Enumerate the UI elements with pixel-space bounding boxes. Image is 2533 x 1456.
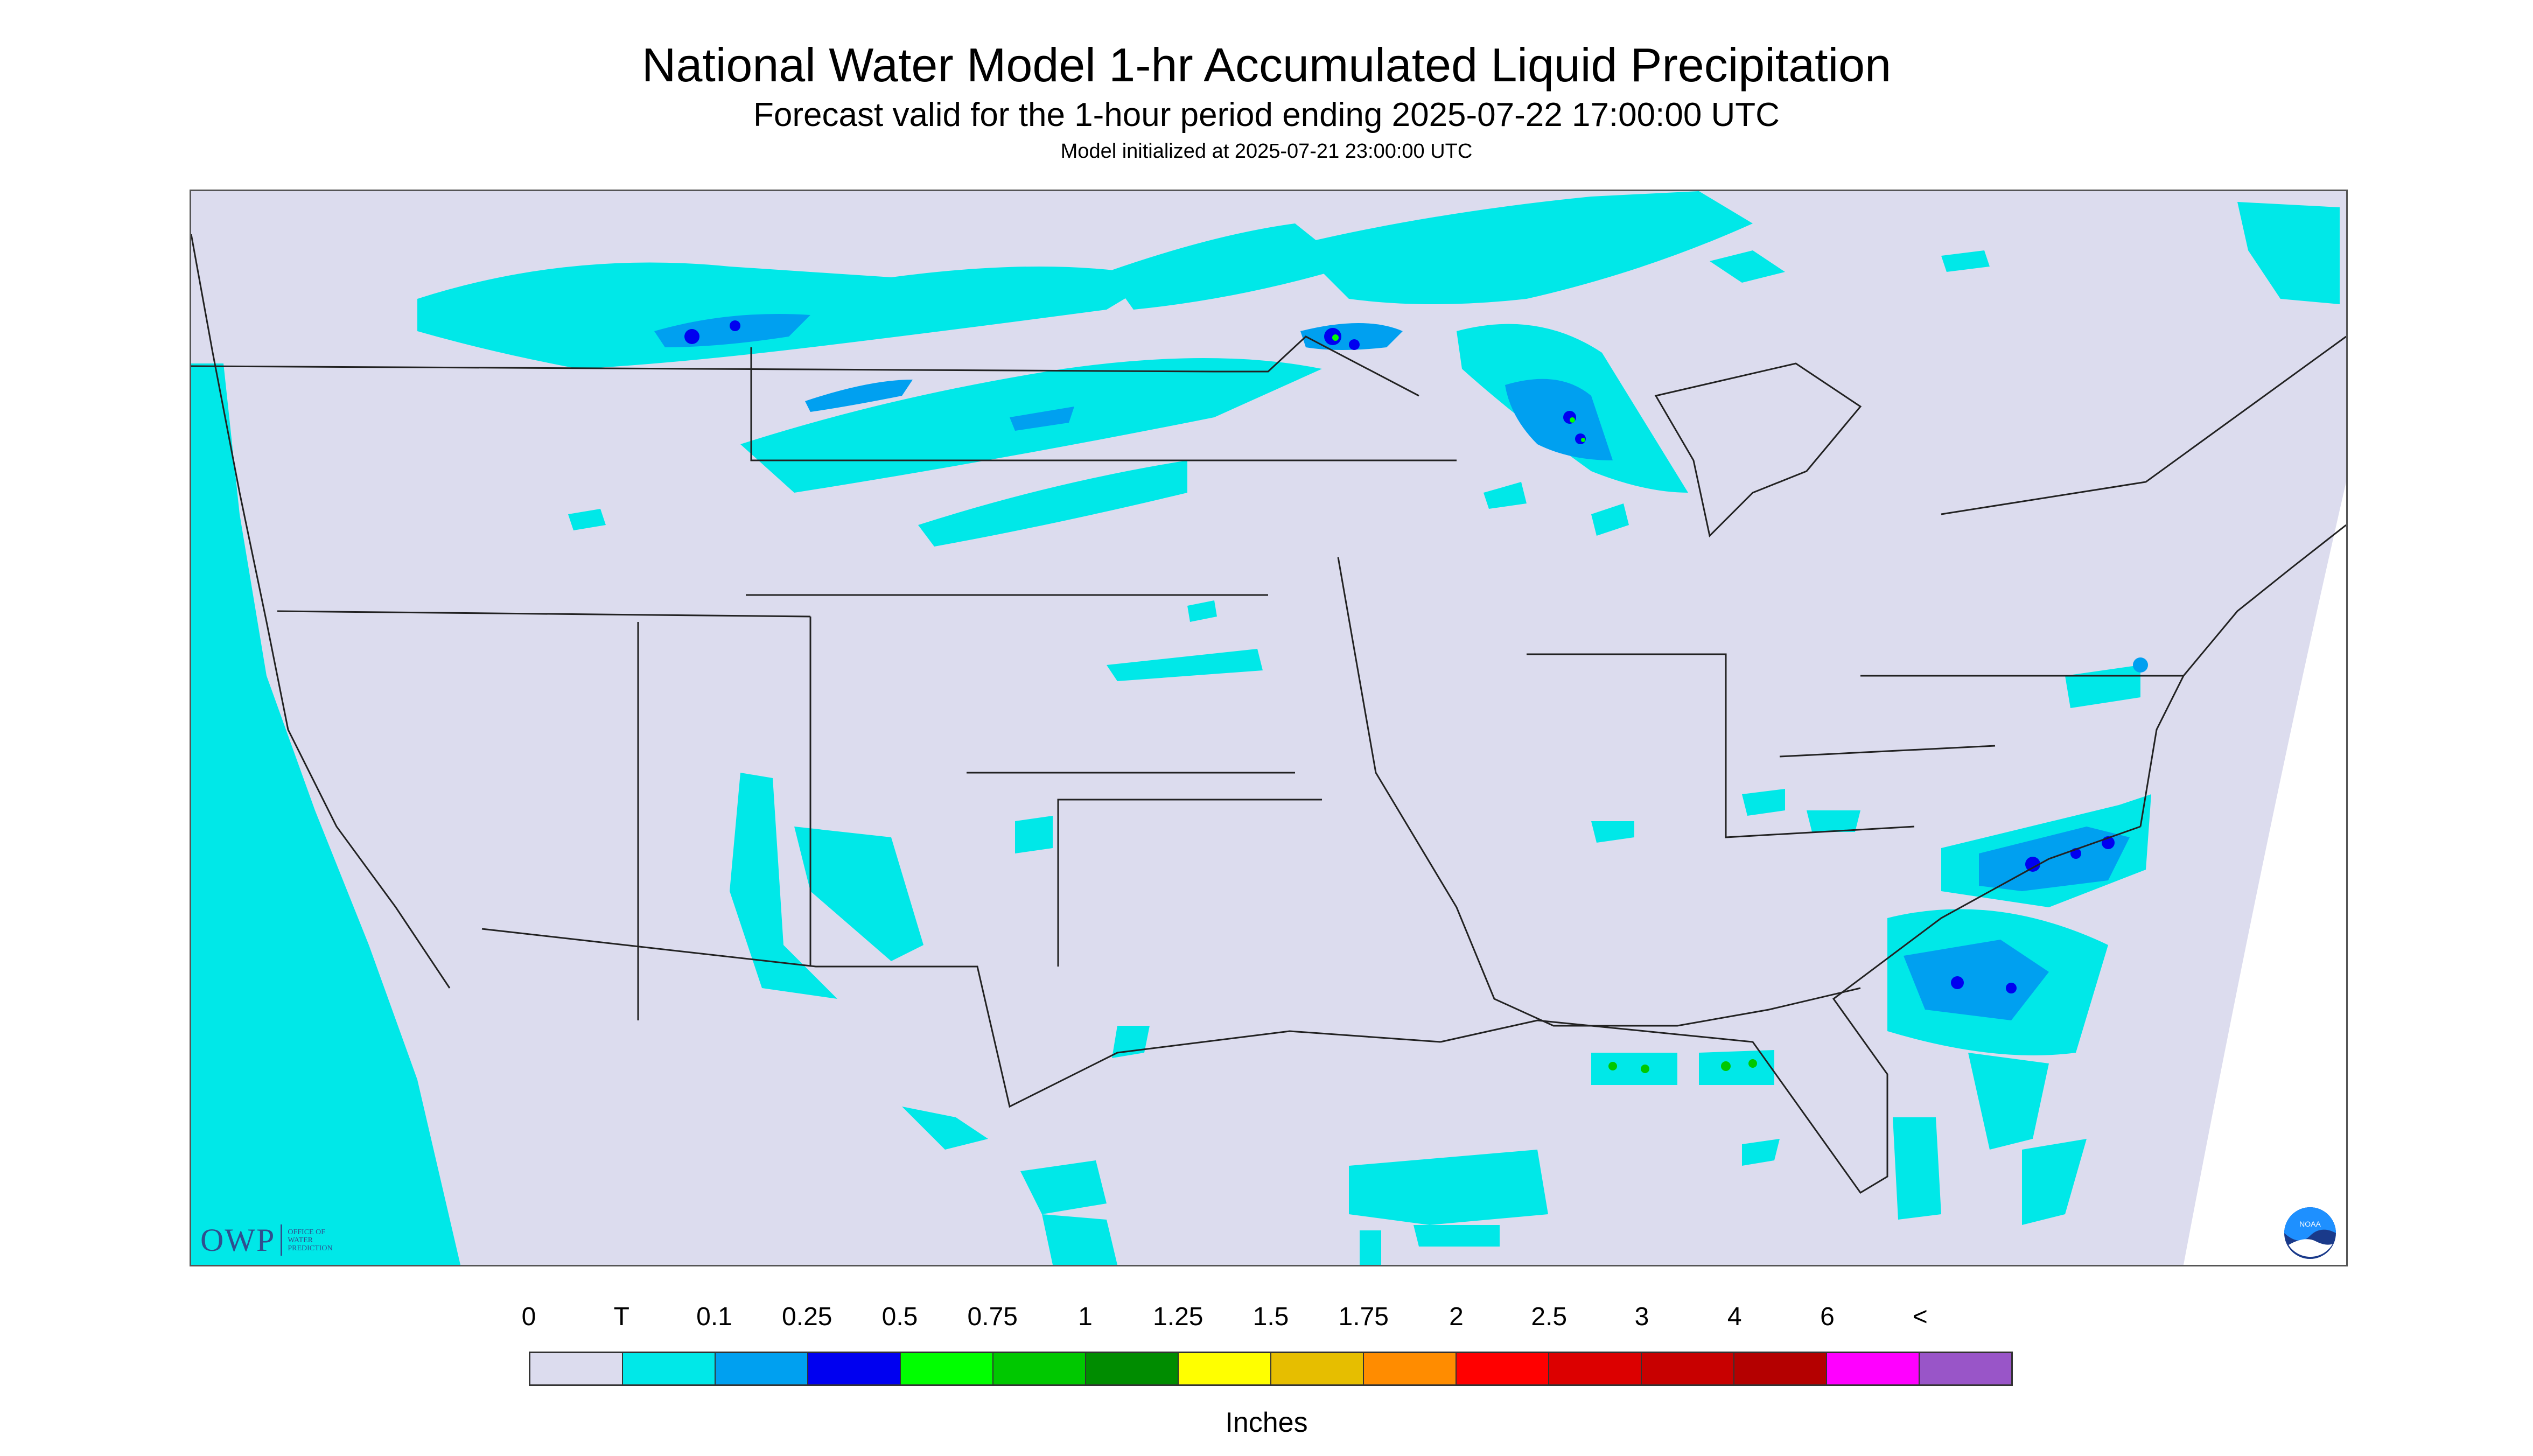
legend-label-1: T [613,1303,629,1331]
legend-swatch-15 [1920,1353,2011,1384]
precip-pacific-coast [191,363,460,1265]
legend-swatch-8 [1271,1353,1364,1384]
owp-logo-text-line-2: WATER [288,1236,313,1244]
legend-swatch-10 [1457,1353,1549,1384]
legend-units: Inches [1225,1407,1308,1438]
map-title: National Water Model 1-hr Accumulated Li… [641,38,1892,92]
legend-swatch-14 [1827,1353,1920,1384]
legend-label-3: 0.25 [782,1303,832,1331]
precip-southeast-atlantic [1591,665,2151,1225]
owp-logo: OWP OFFICE OF WATER PREDICTION [200,1221,333,1259]
legend-label-11: 2.5 [1531,1303,1568,1331]
legend-swatch-13 [1734,1353,1827,1384]
precip-northern-max [1332,334,1585,442]
legend-swatch-7 [1179,1353,1271,1384]
outside-domain-east [2184,482,2346,1265]
legend-colorbar [529,1352,2013,1386]
noaa-logo-icon: NOAA [2284,1207,2336,1259]
legend-swatch-11 [1549,1353,1642,1384]
legend-label-0: 0 [521,1303,536,1331]
owp-logo-text-line-3: PREDICTION [288,1244,333,1252]
precip-northern-tier [417,191,2340,681]
map-subtitle: Forecast valid for the 1-hour period end… [753,96,1780,134]
legend-swatch-4 [901,1353,993,1384]
legend-label-12: 3 [1634,1303,1649,1331]
legend-swatch-0 [530,1353,623,1384]
legend-label-8: 1.5 [1252,1303,1289,1331]
precip-florida-gulf [1349,1050,1780,1265]
legend-swatch-1 [623,1353,716,1384]
owp-logo-text: OFFICE OF WATER PREDICTION [288,1228,332,1252]
map-borders [191,335,2346,1108]
owp-logo-text-line-1: OFFICE OF [288,1228,325,1236]
legend-label-6: 1 [1078,1303,1093,1331]
legend-label-2: 0.1 [696,1303,732,1331]
coastline [191,234,2346,1194]
legend-label-7: 1.25 [1153,1303,1203,1331]
legend-label-5: 0.75 [967,1303,1018,1331]
legend-label-4: 0.5 [881,1303,918,1331]
noaa-logo-text: NOAA [2299,1220,2321,1228]
precipitation-map[interactable] [190,190,2348,1266]
legend-swatch-9 [1364,1353,1457,1384]
legend-swatch-2 [716,1353,808,1384]
legend-label-10: 2 [1449,1303,1464,1331]
legend-label-13: 4 [1727,1303,1742,1331]
map-canvas [191,191,2346,1265]
precip-southeast-moderate [1904,657,2148,1020]
legend-labels: 0 T 0.1 0.25 0.5 0.75 1 1.25 1.5 1.75 2 2.5 3 4 6 < [0,1302,2533,1334]
legend-swatch-3 [808,1353,901,1384]
legend-label-15: < [1912,1303,1928,1331]
precip-northern-heavy [684,320,1586,444]
legend-label-9: 1.75 [1338,1303,1389,1331]
legend-label-14: 6 [1820,1303,1835,1331]
legend-swatch-12 [1642,1353,1734,1384]
precip-southwest [730,773,1150,1265]
owp-logo-mark: OWP [200,1222,276,1258]
precip-florida-cores [1608,1059,1757,1073]
precip-northern-cores [654,314,1613,460]
model-init-line: Model initialized at 2025-07-21 23:00:00… [1060,140,1473,163]
owp-logo-divider [281,1224,283,1256]
legend-swatch-5 [993,1353,1086,1384]
legend-swatch-6 [1086,1353,1179,1384]
